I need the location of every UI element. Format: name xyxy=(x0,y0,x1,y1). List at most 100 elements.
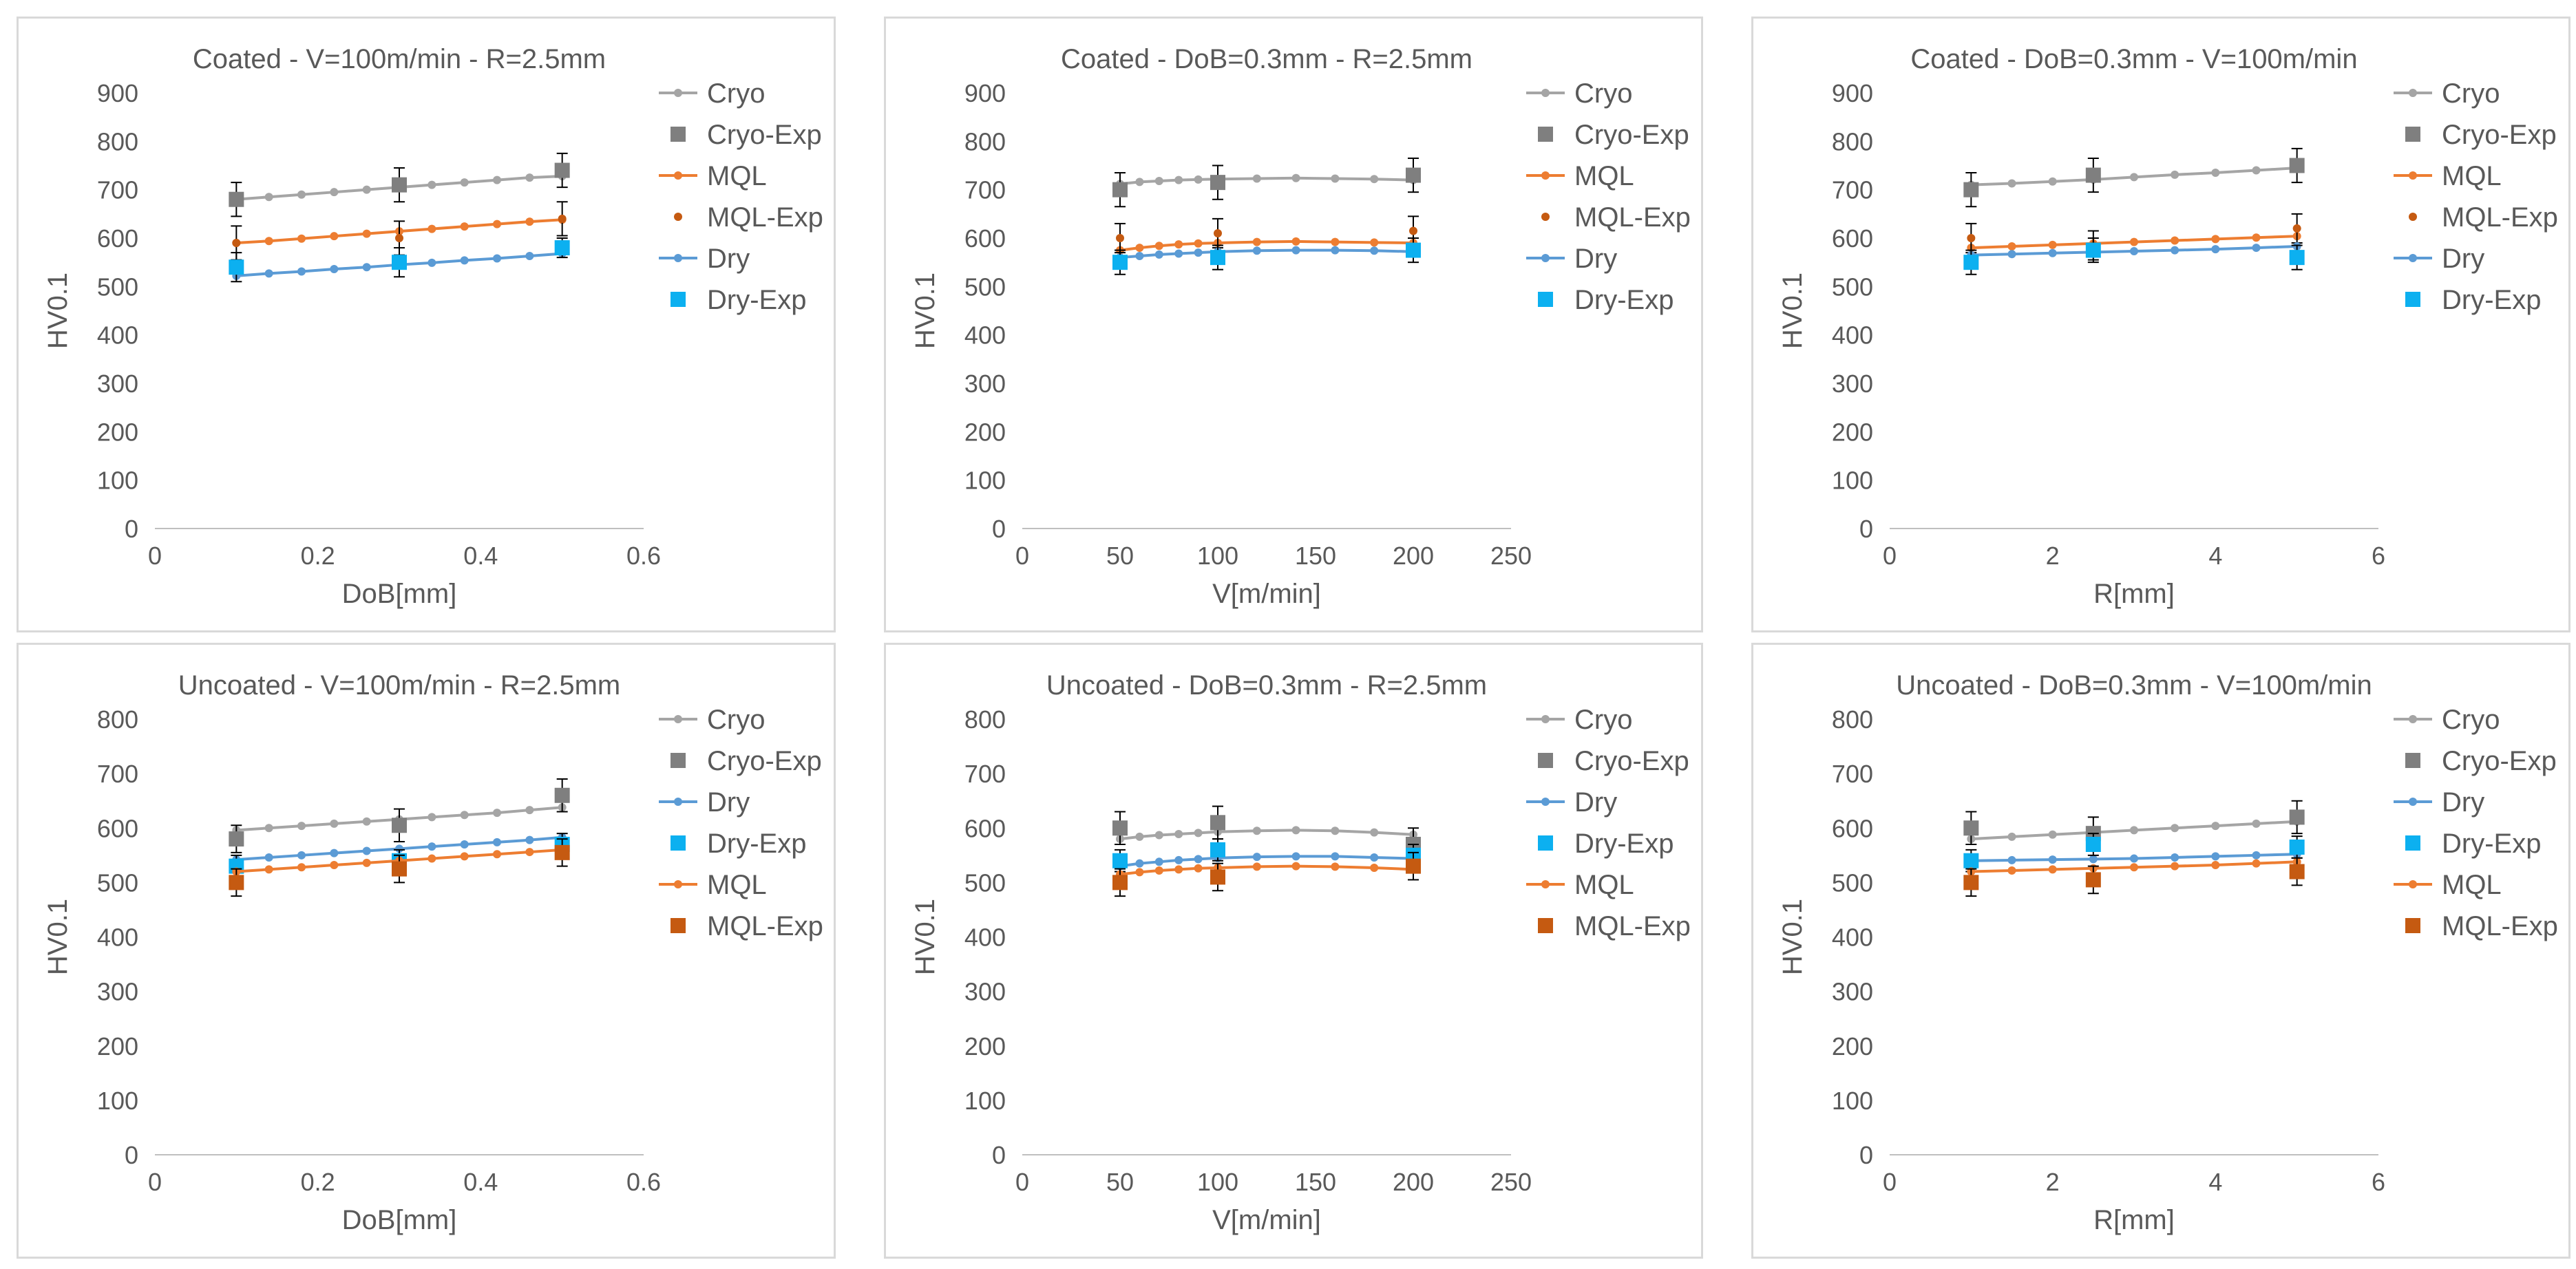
data-point xyxy=(427,854,436,863)
data-point xyxy=(1963,820,1979,836)
data-point xyxy=(1370,175,1379,184)
chart-title: Coated - V=100m/min - R=2.5mm xyxy=(193,44,606,74)
data-point xyxy=(1210,815,1225,831)
chart-svg-2: Coated - DoB=0.3mm - R=2.5mm 0 100 200 300 40… xyxy=(910,44,1691,609)
data-point xyxy=(1174,175,1183,184)
y-tick-label: 400 xyxy=(97,321,138,350)
data-point xyxy=(2252,859,2261,868)
data-point xyxy=(493,254,501,263)
legend-marker xyxy=(2409,213,2417,221)
x-axis-title: DoB[mm] xyxy=(342,579,457,609)
y-tick-label: 200 xyxy=(964,418,1006,446)
data-point xyxy=(297,234,306,243)
y-tick-label: 0 xyxy=(125,1141,138,1169)
legend-item: MQL-Exp xyxy=(671,911,823,941)
data-point xyxy=(2171,853,2179,862)
data-point xyxy=(392,818,407,833)
legend-marker xyxy=(671,918,686,933)
y-tick-label: 800 xyxy=(964,705,1006,734)
data-point xyxy=(2089,855,2098,864)
chart-panel-1: Coated - V=100m/min - R=2.5mm 0 100 200 300 4… xyxy=(17,17,836,632)
series-dry-exp xyxy=(229,237,570,283)
data-point xyxy=(1116,234,1124,242)
x-tick-label: 2 xyxy=(2046,1168,2060,1196)
legend-marker xyxy=(1538,753,1553,768)
legend-marker xyxy=(2405,753,2420,768)
data-point xyxy=(2048,830,2057,839)
chart-panel-5: Uncoated - DoB=0.3mm - R=2.5mm 0 100 200 300… xyxy=(884,643,1703,1259)
data-point xyxy=(1135,178,1144,186)
data-point xyxy=(1194,864,1203,873)
data-point xyxy=(2048,855,2057,864)
data-point xyxy=(1194,855,1203,864)
data-point xyxy=(1370,238,1379,247)
data-point xyxy=(1291,862,1300,871)
data-point xyxy=(1252,246,1261,255)
data-point xyxy=(392,255,407,270)
legend-marker xyxy=(2405,918,2420,933)
data-point xyxy=(1331,862,1340,871)
legend-item: Cryo xyxy=(659,78,765,109)
series-cryo xyxy=(1116,173,1417,189)
data-point xyxy=(1252,827,1261,835)
legend-label: Cryo-Exp xyxy=(707,746,822,776)
legend-label: Dry-Exp xyxy=(1574,829,1674,859)
series-line xyxy=(1119,176,1414,186)
legend-marker xyxy=(671,835,686,851)
y-tick-label: 400 xyxy=(1832,321,1873,350)
data-point xyxy=(1194,239,1203,248)
data-point xyxy=(1963,182,1979,198)
legend-label: Cryo xyxy=(1574,705,1632,735)
y-tick-label: 200 xyxy=(1832,418,1873,446)
data-point xyxy=(1154,866,1163,875)
legend-label: MQL-Exp xyxy=(2442,911,2558,941)
chart-svg-3: Coated - DoB=0.3mm - V=100m/min 0 100 200 30… xyxy=(1777,44,2558,609)
data-point xyxy=(2211,235,2220,244)
y-tick-label: 100 xyxy=(1832,467,1873,495)
legend-marker xyxy=(671,292,686,307)
data-point xyxy=(427,258,436,267)
y-tick-label: 300 xyxy=(97,370,138,398)
data-point xyxy=(1135,244,1144,253)
data-point xyxy=(1331,174,1340,183)
chart-panel-3: Coated - DoB=0.3mm - V=100m/min 0 100 200 30… xyxy=(1751,17,2570,632)
data-point xyxy=(554,162,570,178)
data-point xyxy=(493,838,501,846)
legend-marker xyxy=(671,127,686,142)
legend-marker xyxy=(1541,880,1550,888)
series-cryo xyxy=(1967,817,2301,844)
data-point xyxy=(1963,853,1979,868)
x-tick-label: 200 xyxy=(1393,1168,1434,1196)
x-tick-label: 100 xyxy=(1197,1168,1238,1196)
legend-label: Dry-Exp xyxy=(707,285,806,315)
data-point xyxy=(2007,866,2016,875)
x-axis-title: V[m/min] xyxy=(1212,1205,1321,1235)
data-point xyxy=(1194,175,1203,184)
legend-label: MQL-Exp xyxy=(707,911,823,941)
data-point xyxy=(558,214,567,223)
legend-item: Cryo-Exp xyxy=(1538,746,1689,776)
legend-item: MQL xyxy=(1526,870,1634,900)
chart-panel-6: Uncoated - DoB=0.3mm - V=100m/min 0 100 200… xyxy=(1751,643,2570,1259)
series-dry-exp xyxy=(1112,237,1421,275)
data-point xyxy=(2085,167,2101,183)
legend-label: Cryo xyxy=(707,78,765,109)
data-point xyxy=(1174,829,1183,838)
data-point xyxy=(1406,167,1421,183)
data-point xyxy=(1252,174,1261,183)
data-point xyxy=(460,852,469,861)
y-tick-label: 0 xyxy=(1859,1141,1873,1169)
data-point xyxy=(2007,855,2016,864)
data-point xyxy=(1252,853,1261,862)
x-tick-label: 200 xyxy=(1393,542,1434,570)
y-tick-label: 0 xyxy=(125,515,138,543)
y-tick-label: 600 xyxy=(964,814,1006,842)
y-tick-label: 100 xyxy=(964,467,1006,495)
data-point xyxy=(264,824,273,833)
data-point xyxy=(2252,244,2261,253)
data-point xyxy=(554,240,570,256)
y-tick-label: 300 xyxy=(1832,978,1873,1006)
legend-marker xyxy=(1538,918,1553,933)
y-tick-label: 400 xyxy=(964,924,1006,952)
